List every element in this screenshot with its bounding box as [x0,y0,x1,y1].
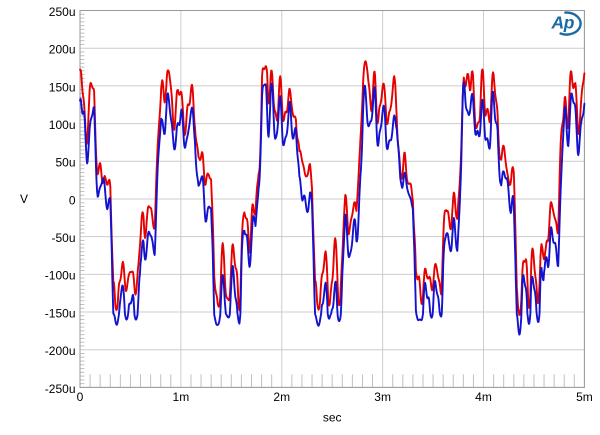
trace-red [79,60,586,316]
x-tick-label: 3m [374,390,391,404]
x-tick-label: 4m [475,390,492,404]
y-tick-label: -100u [45,269,76,283]
y-tick-label: -150u [45,306,76,320]
y-tick-label: 200u [49,43,76,57]
trace-layer [79,60,586,336]
y-tick-label: 150u [49,80,76,94]
x-tick-label: 1m [173,390,190,404]
logo-arc-icon [559,11,582,36]
label-layer: 250u 200u 150u 100u 50u 0 -50u -100u -150u -200u -… [45,5,593,404]
y-tick-label: -200u [45,344,76,358]
trace-blue [79,81,586,336]
x-tick-label: 0 [77,390,84,404]
x-tick-label: 2m [273,390,290,404]
y-tick-label: -50u [51,231,75,245]
x-axis-title: sec [323,410,342,424]
y-tick-label: 250u [49,5,76,19]
tick-layer [80,13,575,388]
plot-border [79,10,585,388]
x-tick-label: 5m [576,390,593,404]
y-tick-label: 100u [49,118,76,132]
y-axis-title: V [20,192,28,206]
y-tick-label: -250u [45,382,76,396]
y-tick-label: 50u [55,156,75,170]
audio-precision-logo: Ap [551,11,582,36]
y-tick-label: 0 [69,193,76,207]
logo-text: Ap [551,13,575,33]
